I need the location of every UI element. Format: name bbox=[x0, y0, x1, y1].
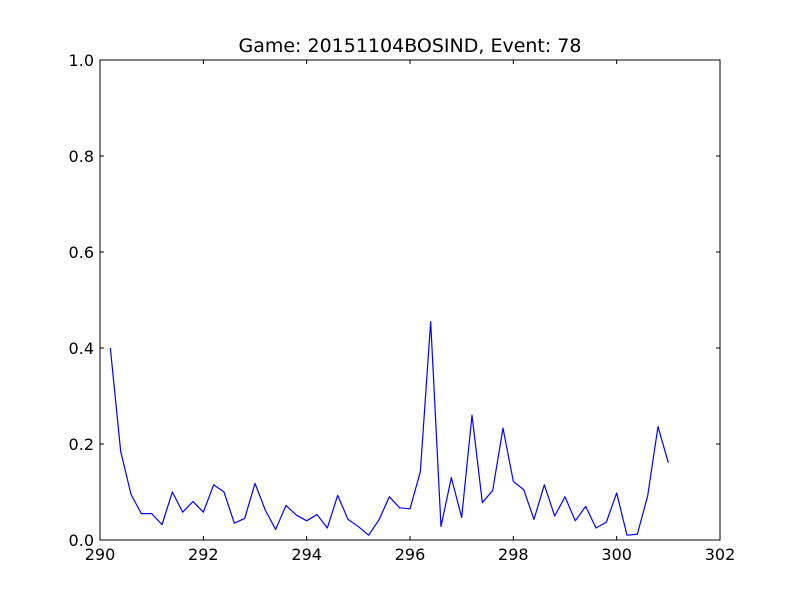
chart-title: Game: 20151104BOSIND, Event: 78 bbox=[238, 35, 581, 57]
x-tick-label: 300 bbox=[601, 545, 632, 564]
series-layer bbox=[109, 321, 669, 536]
y-tick-label: 0.6 bbox=[69, 243, 94, 262]
x-axis: 290 292 294 296 298 300 302 bbox=[85, 60, 736, 564]
x-tick-label: 298 bbox=[498, 545, 529, 564]
y-axis: 0.0 0.2 0.4 0.6 0.8 1.0 bbox=[69, 51, 720, 550]
x-tick-label: 296 bbox=[395, 545, 426, 564]
x-tick-label: 290 bbox=[85, 545, 116, 564]
y-tick-label: 1.0 bbox=[69, 51, 94, 70]
y-tick-label: 0.8 bbox=[69, 147, 94, 166]
y-tick-label: 0.0 bbox=[69, 531, 94, 550]
x-tick-label: 292 bbox=[188, 545, 219, 564]
x-tick-label: 294 bbox=[291, 545, 322, 564]
plot-frame bbox=[99, 59, 721, 541]
x-tick-label: 302 bbox=[705, 545, 736, 564]
series-line bbox=[109, 321, 669, 536]
y-tick-label: 0.4 bbox=[69, 339, 94, 358]
y-tick-label: 0.2 bbox=[69, 435, 94, 454]
